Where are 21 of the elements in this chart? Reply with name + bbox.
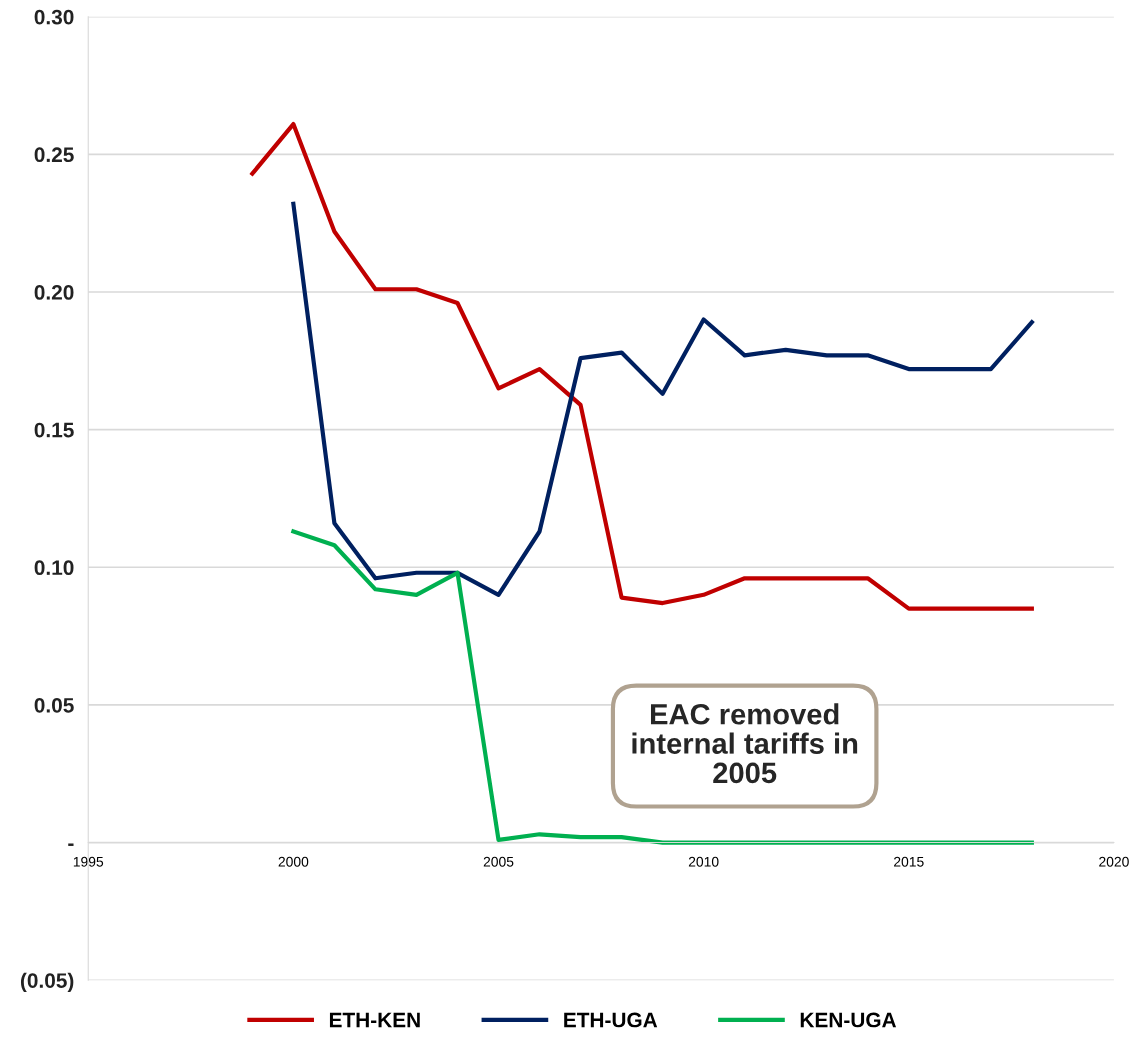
x-tick-label: 2005 (483, 856, 514, 867)
y-tick-label: - (68, 843, 74, 846)
annotation: EAC removed internal tariffs in 2005 (632, 703, 858, 784)
x-tick-label: 2000 (278, 856, 309, 867)
y-tick-label: 0.25 (34, 147, 74, 163)
y-tick-label: 0.05 (34, 697, 74, 713)
x-tick-label: 2010 (688, 856, 719, 867)
x-tick-label: 2020 (1099, 856, 1129, 867)
line-series (250, 121, 1034, 611)
legend-label: ETH-KEN (329, 1012, 420, 1028)
y-tick-label: 0.10 (34, 560, 74, 576)
legend-label: KEN-UGA (800, 1012, 897, 1028)
legend-label: ETH-UGA (564, 1012, 658, 1028)
y-tick-label: 0.15 (34, 422, 74, 438)
y-tick-label: 0.20 (34, 285, 74, 300)
line-series (291, 201, 1034, 597)
y-tick-label: (0.05) (20, 972, 74, 993)
y-tick-label: 0.30 (34, 9, 74, 25)
line-series (291, 529, 1034, 845)
x-tick-label: 2015 (894, 856, 924, 867)
x-tick-label: 1995 (73, 856, 104, 867)
